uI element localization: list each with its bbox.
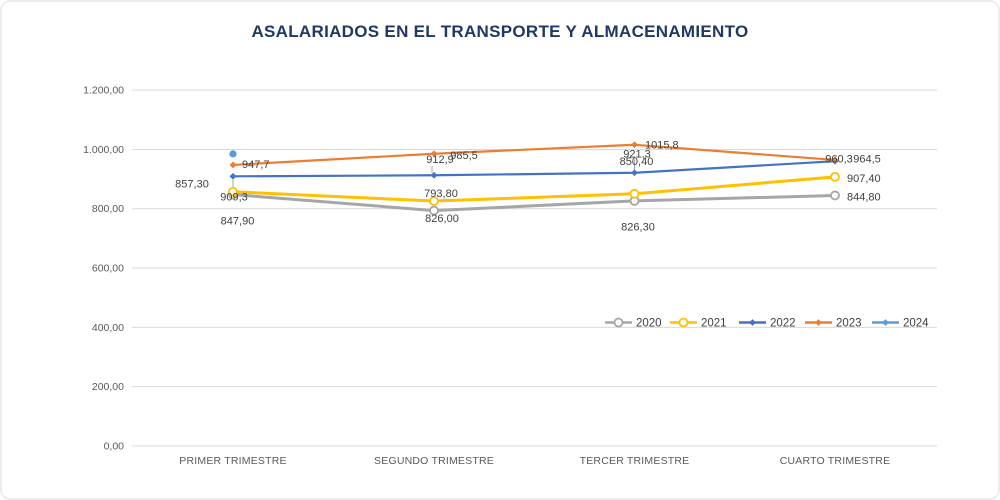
- data-label-2020: 844,80: [847, 192, 881, 204]
- data-label-2021: 907,40: [847, 173, 881, 185]
- y-axis-tick-label: 0,00: [104, 440, 125, 452]
- data-label-2020: 826,30: [621, 222, 655, 234]
- series-marker-2022: [229, 172, 237, 180]
- legend-label-2023: 2023: [836, 318, 862, 330]
- legend-label-2020: 2020: [636, 318, 662, 330]
- data-label-2022: 960,3: [825, 154, 853, 166]
- data-label-2023: 1015,8: [645, 140, 679, 152]
- legend-key-marker-2020: [613, 317, 624, 328]
- series-marker-2022: [631, 169, 638, 177]
- data-label-2021: 850,40: [620, 156, 654, 168]
- legend-key-marker-2023: [815, 319, 822, 326]
- data-label-2021: 857,30: [175, 179, 209, 191]
- data-label-2022: 909,3: [220, 192, 248, 204]
- series-marker-2021: [629, 188, 640, 199]
- y-axis-tick-label: 200,00: [92, 381, 124, 393]
- series-marker-2022: [430, 171, 438, 179]
- data-label-2023: 947,7: [242, 159, 270, 171]
- series-marker-2024: [229, 150, 237, 158]
- series-line-2020: [232, 193, 836, 213]
- legend-key-marker-2022: [749, 319, 756, 326]
- y-axis-tick-label: 1.200,00: [83, 85, 124, 97]
- data-label-2023: 985,5: [450, 150, 478, 162]
- data-label-2021: 826,00: [425, 213, 459, 225]
- series-line-2021: [232, 175, 836, 203]
- series-marker-2021: [228, 186, 238, 197]
- y-axis-tick-label: 1.000,00: [83, 144, 124, 156]
- y-axis-tick-label: 400,00: [92, 322, 124, 334]
- series-marker-2023: [430, 150, 438, 158]
- y-axis-tick-label: 800,00: [92, 203, 124, 215]
- legend-label-2021: 2021: [701, 318, 727, 330]
- series-marker-2021: [429, 196, 439, 206]
- y-axis-tick-label: 600,00: [92, 263, 124, 275]
- series-line-2022: [232, 160, 836, 178]
- x-axis-category-label: TERCER TRIMESTRE: [580, 455, 690, 467]
- series-line-2023: [232, 143, 836, 167]
- series-marker-2020: [830, 190, 840, 201]
- legend-key-marker-2021: [678, 317, 689, 328]
- x-axis-category-label: SEGUNDO TRIMESTRE: [374, 455, 494, 467]
- legend-label-2024: 2024: [903, 318, 929, 330]
- series-marker-2023: [631, 141, 638, 149]
- data-label-2020: 847,90: [221, 216, 255, 228]
- chart-title: ASALARIADOS EN EL TRANSPORTE Y ALMACENAM…: [251, 22, 749, 41]
- data-label-2023: 964,5: [853, 154, 881, 166]
- data-label-2020: 793,80: [424, 188, 458, 200]
- series-marker-2023: [229, 161, 237, 169]
- x-axis-category-label: PRIMER TRIMESTRE: [179, 455, 286, 467]
- data-label-2022: 912,9: [426, 154, 454, 166]
- legend-key-marker-2024: [882, 319, 889, 326]
- legend-label-2022: 2022: [770, 318, 796, 330]
- x-axis-category-label: CUARTO TRIMESTRE: [780, 455, 891, 467]
- data-label-2022: 921,3: [623, 149, 651, 161]
- series-marker-2021: [830, 171, 840, 182]
- series-marker-2023: [831, 156, 839, 164]
- series-marker-2020: [429, 205, 439, 216]
